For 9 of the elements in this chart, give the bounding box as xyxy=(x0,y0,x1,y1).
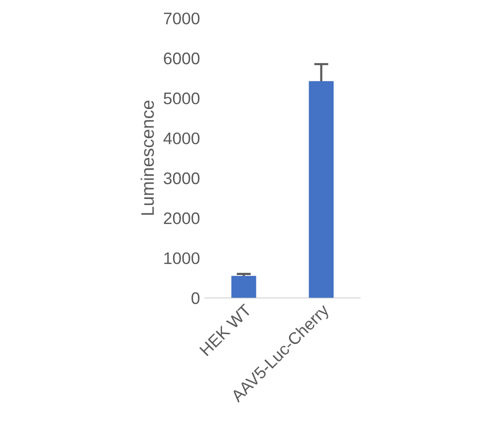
y-tick-label: 5000 xyxy=(164,92,200,104)
y-tick-label: 3000 xyxy=(164,172,200,184)
y-tick-label: 2000 xyxy=(164,212,200,224)
y-tick-label: 7000 xyxy=(164,12,200,24)
y-axis-title: Luminescence xyxy=(140,100,154,215)
y-tick-label: 4000 xyxy=(163,132,200,144)
y-tick-label: 6000 xyxy=(164,52,200,64)
y-tick-label: 1000 xyxy=(164,252,200,264)
y-tick-label: 0 xyxy=(192,292,200,304)
